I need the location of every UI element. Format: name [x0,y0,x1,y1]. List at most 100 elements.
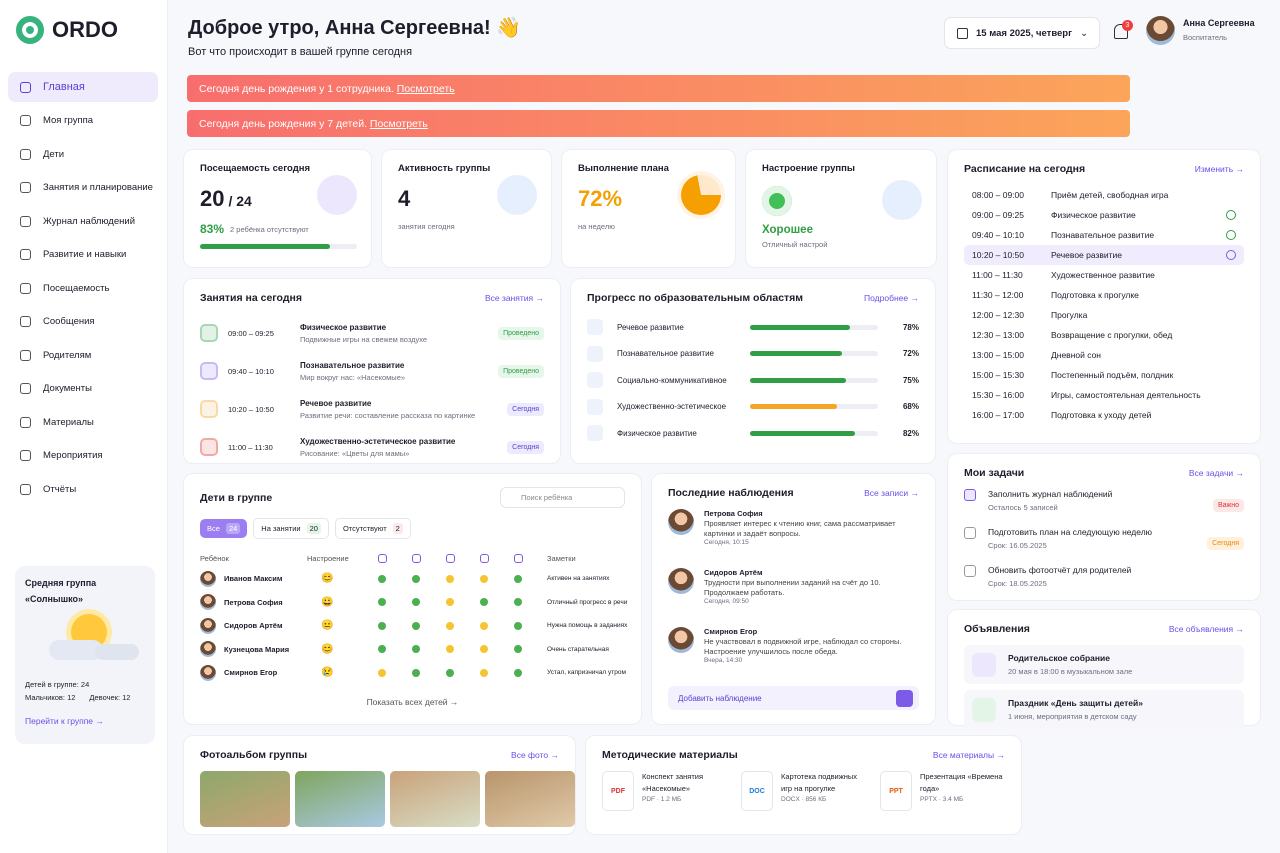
card-title: Последние наблюдения [668,487,794,499]
nav-item[interactable]: Моя группа [8,106,158,136]
nav-item[interactable]: Развитие и навыки [8,240,158,270]
dot [446,645,454,654]
card-link[interactable]: Все материалы [933,750,1005,760]
tab[interactable]: Отсутствуют 2 [334,518,411,539]
card-link[interactable]: Все задачи [1189,468,1244,478]
nav-item[interactable]: Дети [8,139,158,169]
photo[interactable] [390,771,480,827]
file-icon: DOC [741,771,773,811]
nav-item[interactable]: Посещаемость [8,273,158,303]
child-name: Кузнецова Мария [224,644,290,654]
dot [514,574,522,583]
date-picker[interactable]: 15 мая 2025, четверг ⌄ [944,17,1100,49]
lesson-row: 10:20 – 10:50 Речевое развитие Развитие ре… [200,390,544,428]
progress-value: 82% [902,428,919,438]
dot [412,668,420,677]
birthday-banner: Сегодня день рождения у 1 сотрудника. По… [187,75,1130,102]
tab-label: Отсутствуют [342,524,387,533]
nav-icon [20,148,31,160]
lesson-text: Художественно-эстетическое развитие Рисов… [300,437,497,458]
lesson-icon [200,324,218,342]
group-link[interactable]: Перейти к группе [25,716,145,726]
card-link[interactable]: Подробнее [864,293,919,303]
tab[interactable]: На занятии 20 [253,518,329,539]
children-card: Дети в группе Поиск ребёнка Все 24 На заняти… [183,473,642,725]
cell [467,574,501,583]
dot [412,621,420,630]
tab[interactable]: Все 24 [200,519,248,538]
progress-bar [750,324,850,330]
nav-item[interactable]: Сообщения [8,307,158,337]
card-link[interactable]: Все объявления [1169,624,1244,634]
nav-item[interactable]: Занятия и планирование [8,173,158,203]
nav-item[interactable]: Отчёты [8,474,158,504]
checkbox[interactable] [964,527,976,539]
material[interactable]: DOC Картотека подвижных игр на прогулке DO… [741,771,866,811]
nav-item[interactable]: Мероприятия [8,441,158,471]
task-text: Заполнить журнал наблюдений Осталось 5 за… [988,489,1201,512]
material-title: Картотека подвижных игр на прогулке [781,772,858,793]
nav-icon [20,249,31,260]
task: Подготовить план на следующую неделю Срок… [964,527,1244,565]
note: на неделю [578,222,615,231]
task-text: Обновить фотоотчёт для родителей Срок: 18… [988,565,1244,588]
stat-value: 72% [578,186,623,211]
card-link[interactable]: Все фото [511,750,559,760]
subtitle: Вот что происходит в вашей группе сегодн… [188,46,413,58]
status-icon [1226,210,1236,220]
checkbox[interactable] [964,489,976,501]
cell [365,645,399,654]
nav-item[interactable]: Материалы [8,407,158,437]
card-link[interactable]: Изменить [1195,164,1244,174]
nav-item[interactable]: Журнал наблюдений [8,206,158,236]
banner-link[interactable]: Посмотреть [396,83,455,95]
attendance-track [200,244,357,249]
note: Активен на занятиях [547,575,610,583]
card-link[interactable]: Все записи [864,488,919,498]
progress-track [750,430,878,436]
cell [365,621,399,630]
show-all[interactable]: Показать всех детей [200,697,625,707]
schedule-row: 10:20 – 10:50 Речевое развитие [964,245,1244,265]
add-observation[interactable]: Добавить наблюдение [668,686,919,710]
nav-icon [20,316,31,327]
observation-name: Смирнов Егор [704,627,758,636]
nav-label: Материалы [43,416,94,428]
nav-icon [20,483,31,495]
nav-item[interactable]: Документы [8,374,158,404]
nav-item[interactable]: Главная [8,72,158,102]
add-button[interactable] [896,689,913,707]
activity: Подготовка к уходу детей [1051,410,1152,420]
observation-text: Смирнов Егор Не участвовал в подвижной иг… [704,627,919,666]
progress-value: 72% [902,349,919,359]
material[interactable]: PPT Презентация «Времена года» PPTX · 3.4 … [880,771,1005,811]
child: Иванов Максим [200,570,307,587]
photo[interactable] [200,771,290,827]
photo[interactable] [485,771,575,827]
activity: Постепенный подъём, полдник [1051,370,1174,380]
activity: Приём детей, свободная игра [1051,190,1169,200]
logo[interactable]: ORDO [16,16,118,44]
stat-value: 4 [398,186,411,211]
banner-link[interactable]: Посмотреть [369,118,428,130]
observation-text: Петрова София Проявляет интерес к чтению … [704,509,919,548]
card-header: Последние наблюдения Все записи [668,487,919,499]
photo[interactable] [295,771,385,827]
nav-item[interactable]: Родителям [8,340,158,370]
announcements-card: Объявления Все объявления Родительское соб… [947,609,1261,729]
nav-label: Журнал наблюдений [43,215,135,227]
checkbox[interactable] [964,565,976,577]
card-link[interactable]: Все занятия [485,293,544,303]
lesson-title: Физическое развитие [300,322,387,332]
child: Сидоров Артём [200,617,307,634]
dot [514,621,522,630]
mood-card: Настроение группы Хорошее Отличный настрой [745,149,937,268]
schedule-row: 11:30 – 12:00 Подготовка к прогулке [964,285,1244,305]
schedule-row: 13:00 – 15:00 Дневной сон [964,345,1244,365]
search[interactable]: Поиск ребёнка [500,487,625,508]
material[interactable]: PDF Конспект занятия «Насекомые» PDF · 1.2… [602,771,727,811]
mood: 😊 [321,573,334,585]
bell[interactable] [1114,24,1128,39]
time: 11:00 – 11:30 [972,270,1023,280]
user-avatar[interactable] [1146,16,1175,45]
